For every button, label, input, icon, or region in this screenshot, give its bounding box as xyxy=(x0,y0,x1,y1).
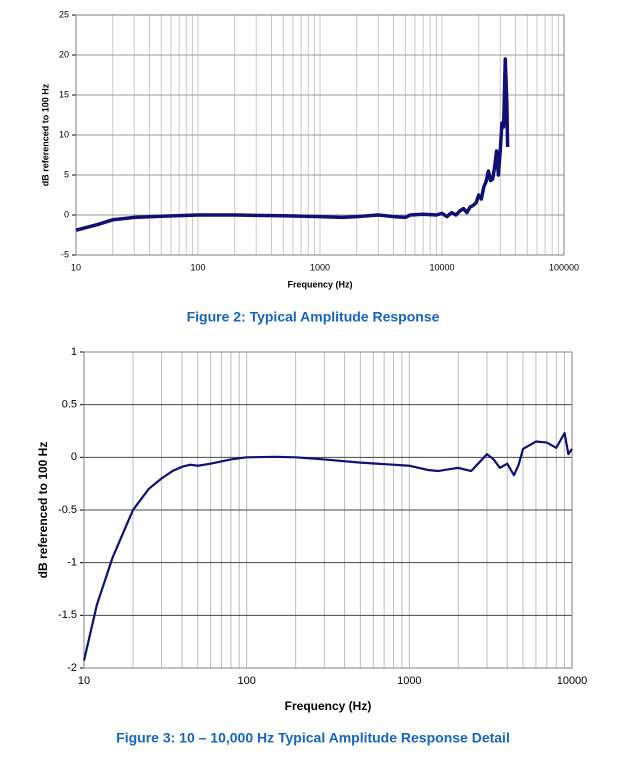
x-tick-label: 10 xyxy=(71,262,81,272)
y-tick-label: -5 xyxy=(61,249,69,259)
y-axis-label: dB referenced to 100 Hz xyxy=(36,442,50,579)
y-tick-label: -0.5 xyxy=(58,504,77,516)
y-tick-label: 1 xyxy=(71,346,77,358)
x-axis-label: Frequency (Hz) xyxy=(285,699,372,713)
y-axis-label: dB referenced to 100 Hz xyxy=(40,83,50,186)
x-tick-label: 100000 xyxy=(549,262,579,272)
data-line xyxy=(75,57,510,232)
x-tick-label: 1000 xyxy=(310,262,330,272)
plot-frame xyxy=(83,351,573,669)
y-tick-label: 20 xyxy=(59,49,69,59)
y-tick-label: 25 xyxy=(59,9,69,19)
x-tick-label: 10000 xyxy=(429,262,454,272)
y-tick-label: -1 xyxy=(67,557,77,569)
x-tick-label: 10000 xyxy=(557,675,588,687)
x-tick-label: 1000 xyxy=(397,675,421,687)
y-tick-label: -1.5 xyxy=(58,609,77,621)
x-tick-label: 100 xyxy=(237,675,255,687)
x-tick-label: 10 xyxy=(78,675,90,687)
y-tick-label: 0 xyxy=(71,451,77,463)
y-tick-label: -2 xyxy=(67,662,77,674)
caption: Figure 2: Typical Amplitude Response xyxy=(187,309,440,325)
x-tick-label: 100 xyxy=(190,262,205,272)
caption: Figure 3: 10 – 10,000 Hz Typical Amplitu… xyxy=(116,730,510,746)
x-axis-label: Frequency (Hz) xyxy=(287,279,352,289)
y-tick-label: 5 xyxy=(64,169,69,179)
y-tick-label: 0.5 xyxy=(62,399,77,411)
y-tick-label: 10 xyxy=(59,129,69,139)
y-tick-label: 0 xyxy=(64,209,69,219)
data-line xyxy=(82,432,573,661)
y-tick-label: 15 xyxy=(59,89,69,99)
plot-frame xyxy=(75,14,565,256)
